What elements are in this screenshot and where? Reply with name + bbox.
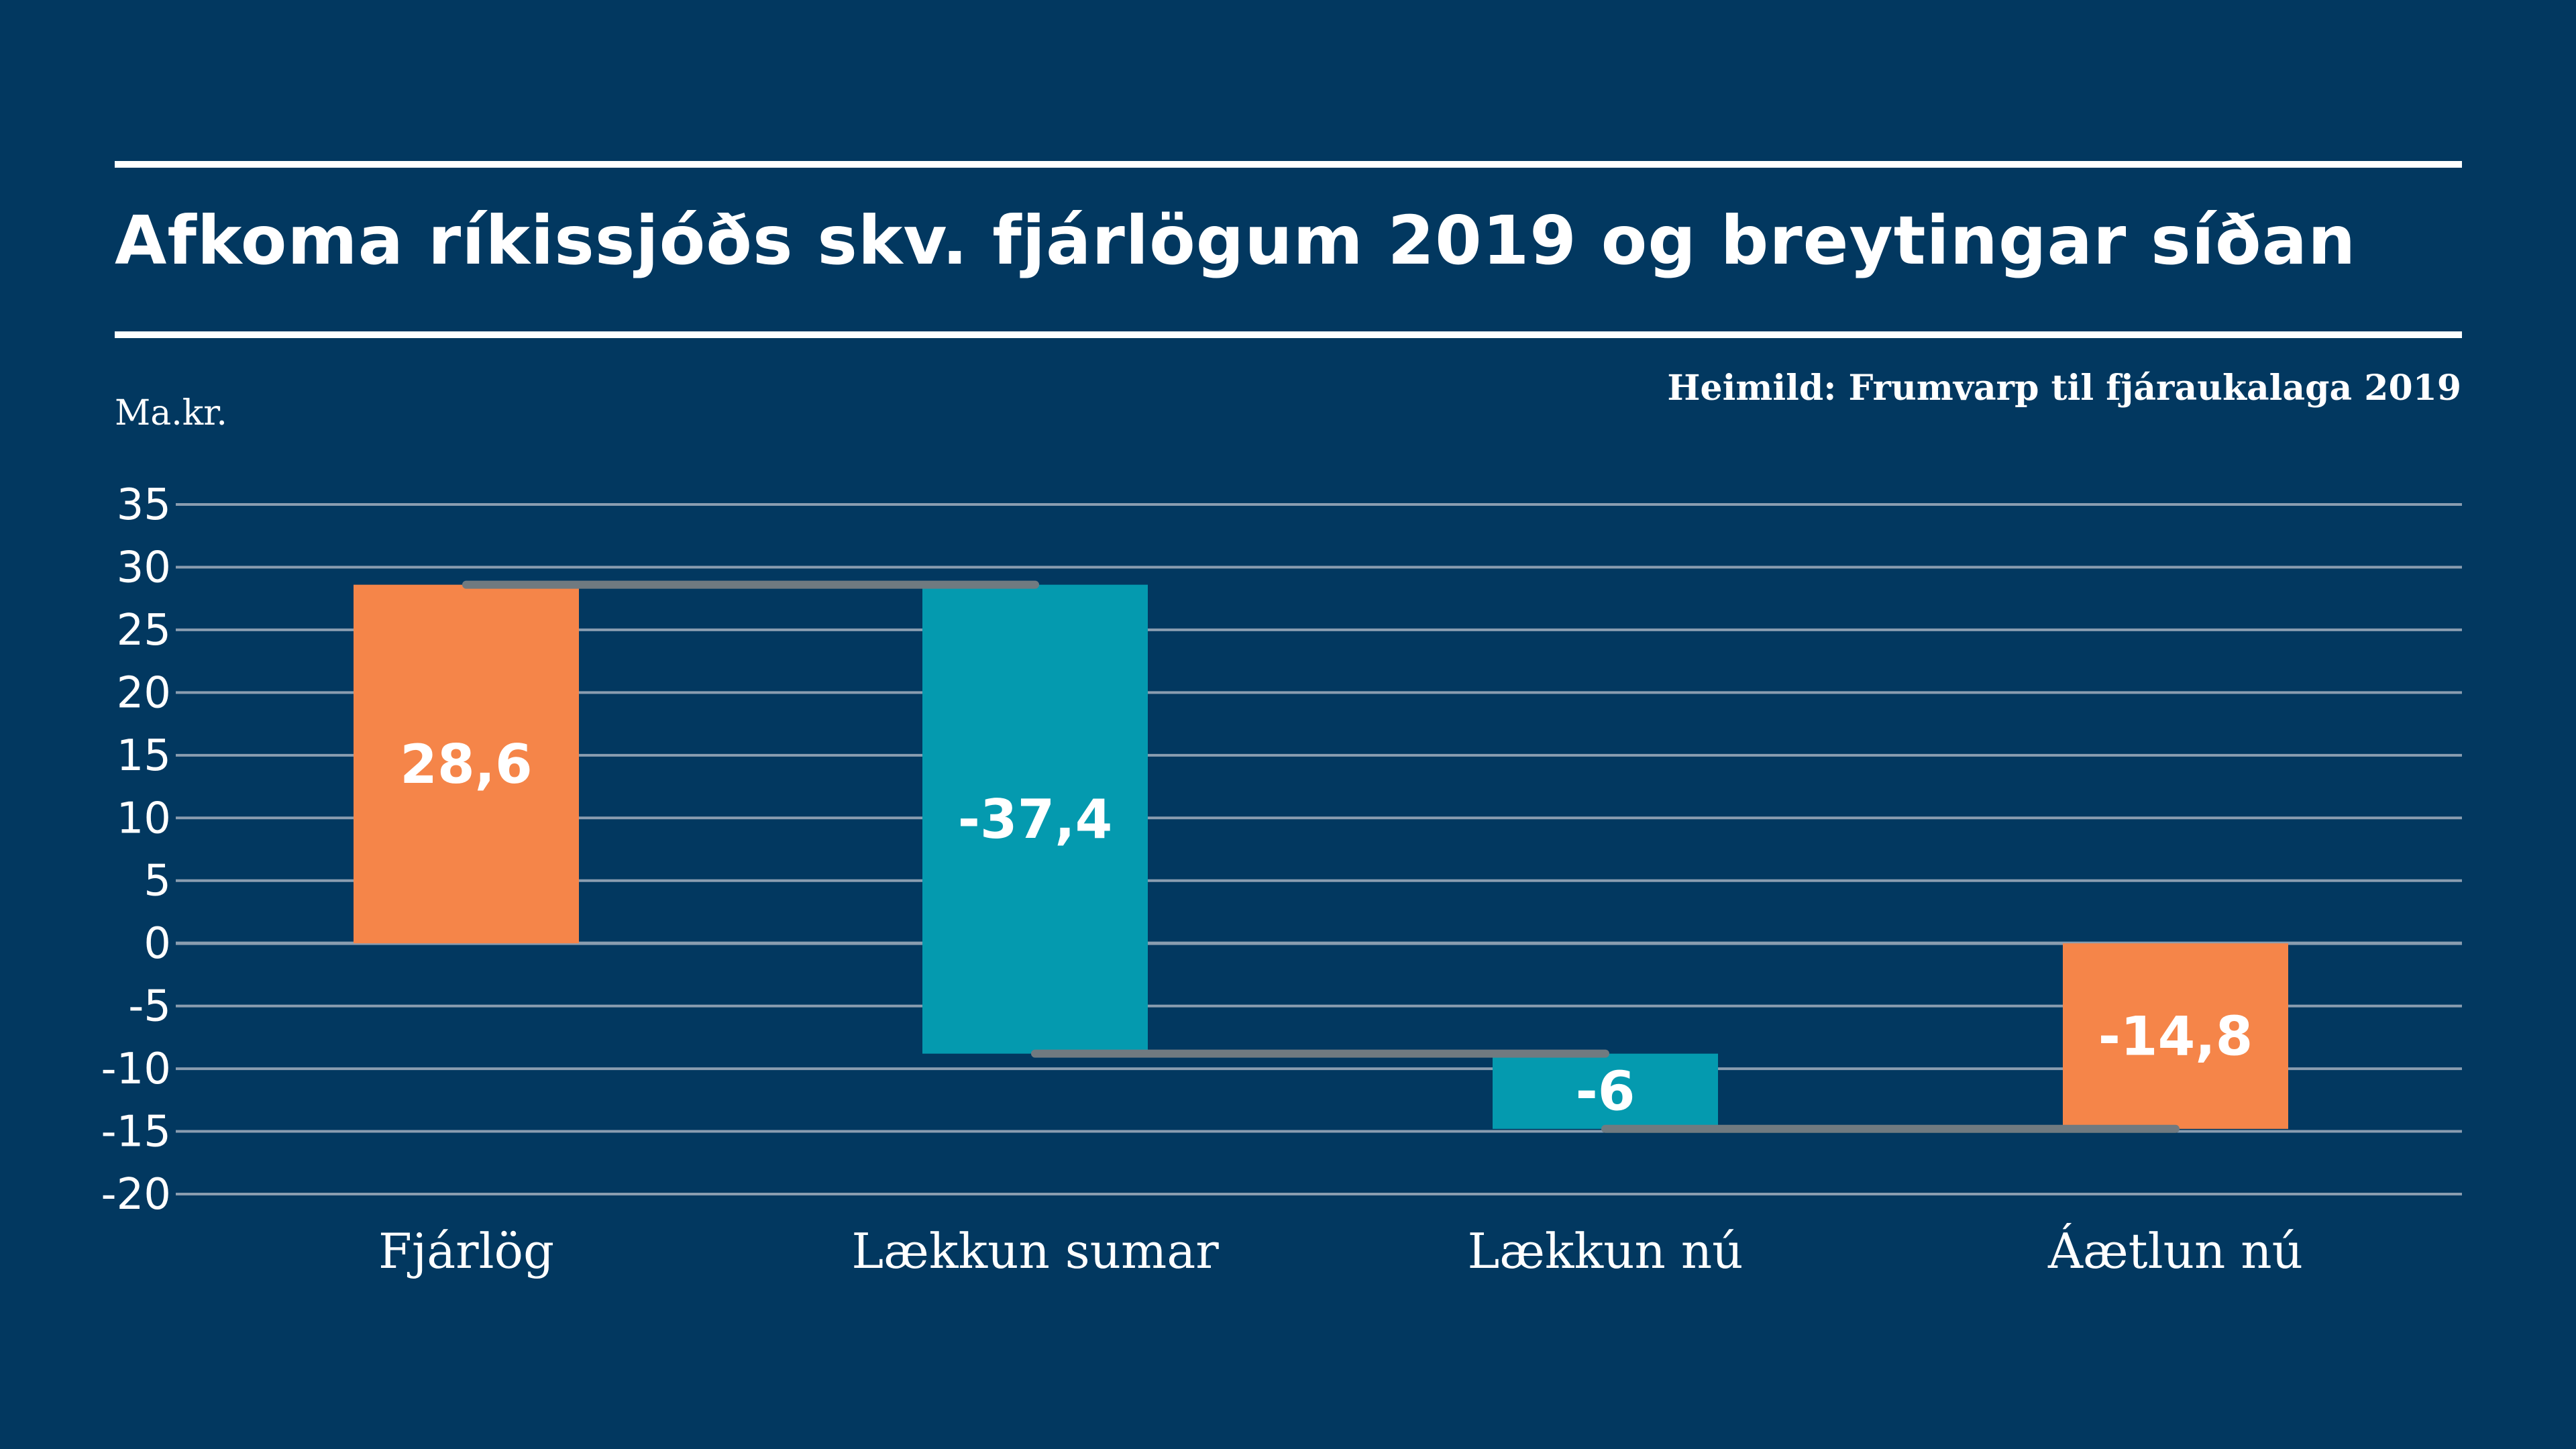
bar-1	[354, 584, 579, 944]
y-tick-label: -5	[128, 982, 171, 1032]
x-category-label: Áætlun nú	[2047, 1222, 2303, 1279]
y-axis-unit-label: Ma.kr.	[115, 393, 227, 433]
title-rule-top	[115, 161, 2462, 168]
data-label: -37,4	[958, 788, 1113, 851]
data-label: -14,8	[2098, 1005, 2253, 1067]
bar-4	[2063, 943, 2288, 1129]
y-tick-label: 25	[117, 606, 171, 655]
x-category-label: Fjárlög	[378, 1223, 554, 1279]
y-tick-label: 15	[117, 731, 171, 781]
y-tick-label: -15	[101, 1108, 171, 1157]
y-tick-label: 35	[117, 480, 171, 530]
y-tick-label: 0	[144, 919, 171, 969]
x-category-label: Lækkun nú	[1467, 1223, 1743, 1279]
chart-title: Afkoma ríkissjóðs skv. fjárlögum 2019 og…	[115, 201, 2357, 280]
y-tick-label: 5	[144, 857, 171, 906]
y-tick-label: 20	[117, 668, 171, 718]
y-tick-label: 10	[117, 794, 171, 843]
title-rule-bottom	[115, 331, 2462, 338]
bar-3	[1493, 1053, 1718, 1129]
data-label: -6	[1576, 1061, 1635, 1123]
y-tick-label: -20	[101, 1170, 171, 1220]
source-note: Heimild: Frumvarp til fjáraukalaga 2019	[1667, 368, 2461, 409]
bar-2	[922, 584, 1148, 1054]
y-tick-label: 30	[117, 543, 171, 592]
data-label: 28,6	[400, 733, 532, 796]
x-category-label: Lækkun sumar	[851, 1223, 1219, 1279]
y-tick-label: -10	[101, 1044, 171, 1094]
